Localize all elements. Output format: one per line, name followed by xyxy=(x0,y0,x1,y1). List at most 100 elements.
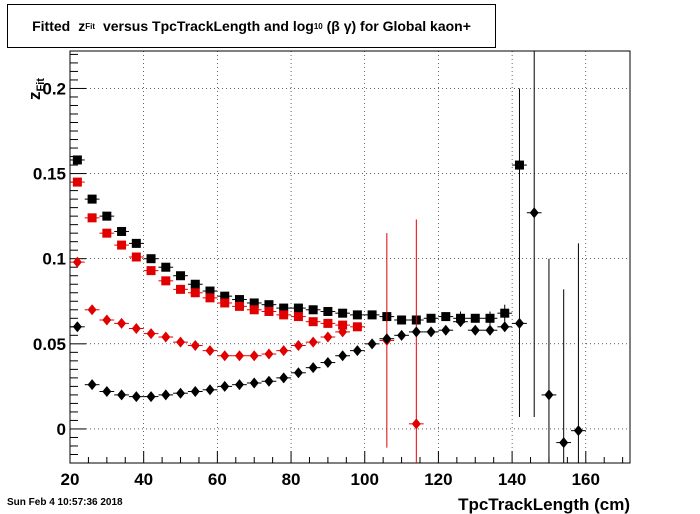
data-point-square xyxy=(308,317,318,327)
data-point-square xyxy=(279,303,289,313)
x-tick-label: 100 xyxy=(351,470,379,489)
data-point-square xyxy=(220,298,230,308)
data-point-diamond xyxy=(234,350,244,362)
plot-frame xyxy=(69,50,631,464)
data-point-diamond xyxy=(220,350,230,362)
data-point-diamond xyxy=(131,391,141,403)
data-point-square xyxy=(205,286,215,296)
data-point-diamond xyxy=(352,345,362,357)
data-point-diamond xyxy=(87,379,97,391)
data-point-diamond xyxy=(220,380,230,392)
x-tick-label: 160 xyxy=(572,470,600,489)
series-1 xyxy=(70,177,365,332)
data-point-square xyxy=(161,276,171,286)
title-part1: Fitted xyxy=(32,18,71,34)
data-point-diamond xyxy=(411,326,421,338)
data-point-diamond xyxy=(72,256,82,268)
data-point-square xyxy=(161,262,171,272)
x-tick-label: 80 xyxy=(282,470,301,489)
data-point-diamond xyxy=(500,321,510,333)
data-point-square xyxy=(397,315,407,325)
data-point-diamond xyxy=(470,324,480,336)
data-point-diamond xyxy=(279,372,289,384)
series-3 xyxy=(70,51,586,463)
data-point-square xyxy=(323,318,333,328)
data-point-square xyxy=(72,177,82,187)
data-point-square xyxy=(102,211,112,221)
data-point-square xyxy=(87,213,97,223)
x-tick-label: 40 xyxy=(134,470,153,489)
data-point-square xyxy=(249,298,259,308)
data-point-diamond xyxy=(117,317,127,329)
data-point-diamond xyxy=(131,323,141,335)
data-point-diamond xyxy=(264,375,274,387)
title-log-sub: 10 xyxy=(313,21,323,31)
data-point-square xyxy=(293,312,303,322)
data-point-square xyxy=(264,300,274,310)
data-point-diamond xyxy=(264,348,274,360)
data-point-diamond xyxy=(249,377,259,389)
data-point-square xyxy=(190,288,200,298)
y-tick-label: 0 xyxy=(57,420,66,439)
data-point-diamond xyxy=(559,437,569,449)
data-point-diamond xyxy=(234,379,244,391)
data-point-diamond xyxy=(190,385,200,397)
data-point-square xyxy=(176,271,186,281)
data-point-diamond xyxy=(87,304,97,316)
data-point-square xyxy=(146,266,156,276)
data-point-square xyxy=(131,252,141,262)
data-point-square xyxy=(117,240,127,250)
data-point-diamond xyxy=(205,345,215,357)
data-point-square xyxy=(514,160,524,170)
y-tick-label: 0.15 xyxy=(33,165,66,184)
data-point-square xyxy=(352,322,362,332)
data-point-square xyxy=(293,303,303,313)
data-point-diamond xyxy=(573,425,583,437)
data-point-square xyxy=(72,155,82,165)
chart-title: Fitted z Fit versus TpcTrackLength and lo… xyxy=(8,5,495,47)
data-point-square xyxy=(352,310,362,320)
data-point-square xyxy=(249,305,259,315)
data-point-square xyxy=(146,254,156,264)
data-point-square xyxy=(234,301,244,311)
data-point-diamond xyxy=(161,331,171,343)
data-point-square xyxy=(485,313,495,323)
data-point-square xyxy=(338,308,348,318)
y-tick-label: 0.05 xyxy=(33,335,66,354)
title-part2: versus TpcTrackLength and log xyxy=(102,18,314,34)
data-point-diamond xyxy=(382,333,392,345)
data-point-diamond xyxy=(323,331,333,343)
data-point-square xyxy=(308,305,318,315)
y-axis-label-main: z xyxy=(25,92,44,101)
data-point-diamond xyxy=(190,340,200,352)
data-point-square xyxy=(234,295,244,305)
data-point-square xyxy=(500,308,510,318)
data-point-diamond xyxy=(514,317,524,329)
svg-text:zFit: zFit xyxy=(25,78,47,100)
data-point-square xyxy=(117,226,127,236)
data-point-square xyxy=(102,228,112,238)
title-var: z xyxy=(78,18,86,34)
title-var-sub: Fit xyxy=(85,21,95,31)
data-point-diamond xyxy=(293,340,303,352)
data-point-diamond xyxy=(485,324,495,336)
data-point-diamond xyxy=(529,207,539,219)
data-point-diamond xyxy=(338,326,348,338)
data-point-diamond xyxy=(397,329,407,341)
data-point-diamond xyxy=(176,387,186,399)
data-point-square xyxy=(87,194,97,204)
series-0 xyxy=(70,88,527,326)
data-point-square xyxy=(426,313,436,323)
x-tick-label: 60 xyxy=(208,470,227,489)
data-point-diamond xyxy=(249,350,259,362)
data-point-square xyxy=(264,306,274,316)
x-tick-label: 140 xyxy=(498,470,526,489)
x-tick-label: 120 xyxy=(424,470,452,489)
data-point-square xyxy=(338,320,348,330)
chart-title-box: Fitted z Fit versus TpcTrackLength and lo… xyxy=(7,4,496,48)
data-point-diamond xyxy=(293,367,303,379)
data-point-square xyxy=(131,238,141,248)
data-point-diamond xyxy=(102,314,112,326)
data-point-diamond xyxy=(161,389,171,401)
x-tick-label: 20 xyxy=(61,470,80,489)
